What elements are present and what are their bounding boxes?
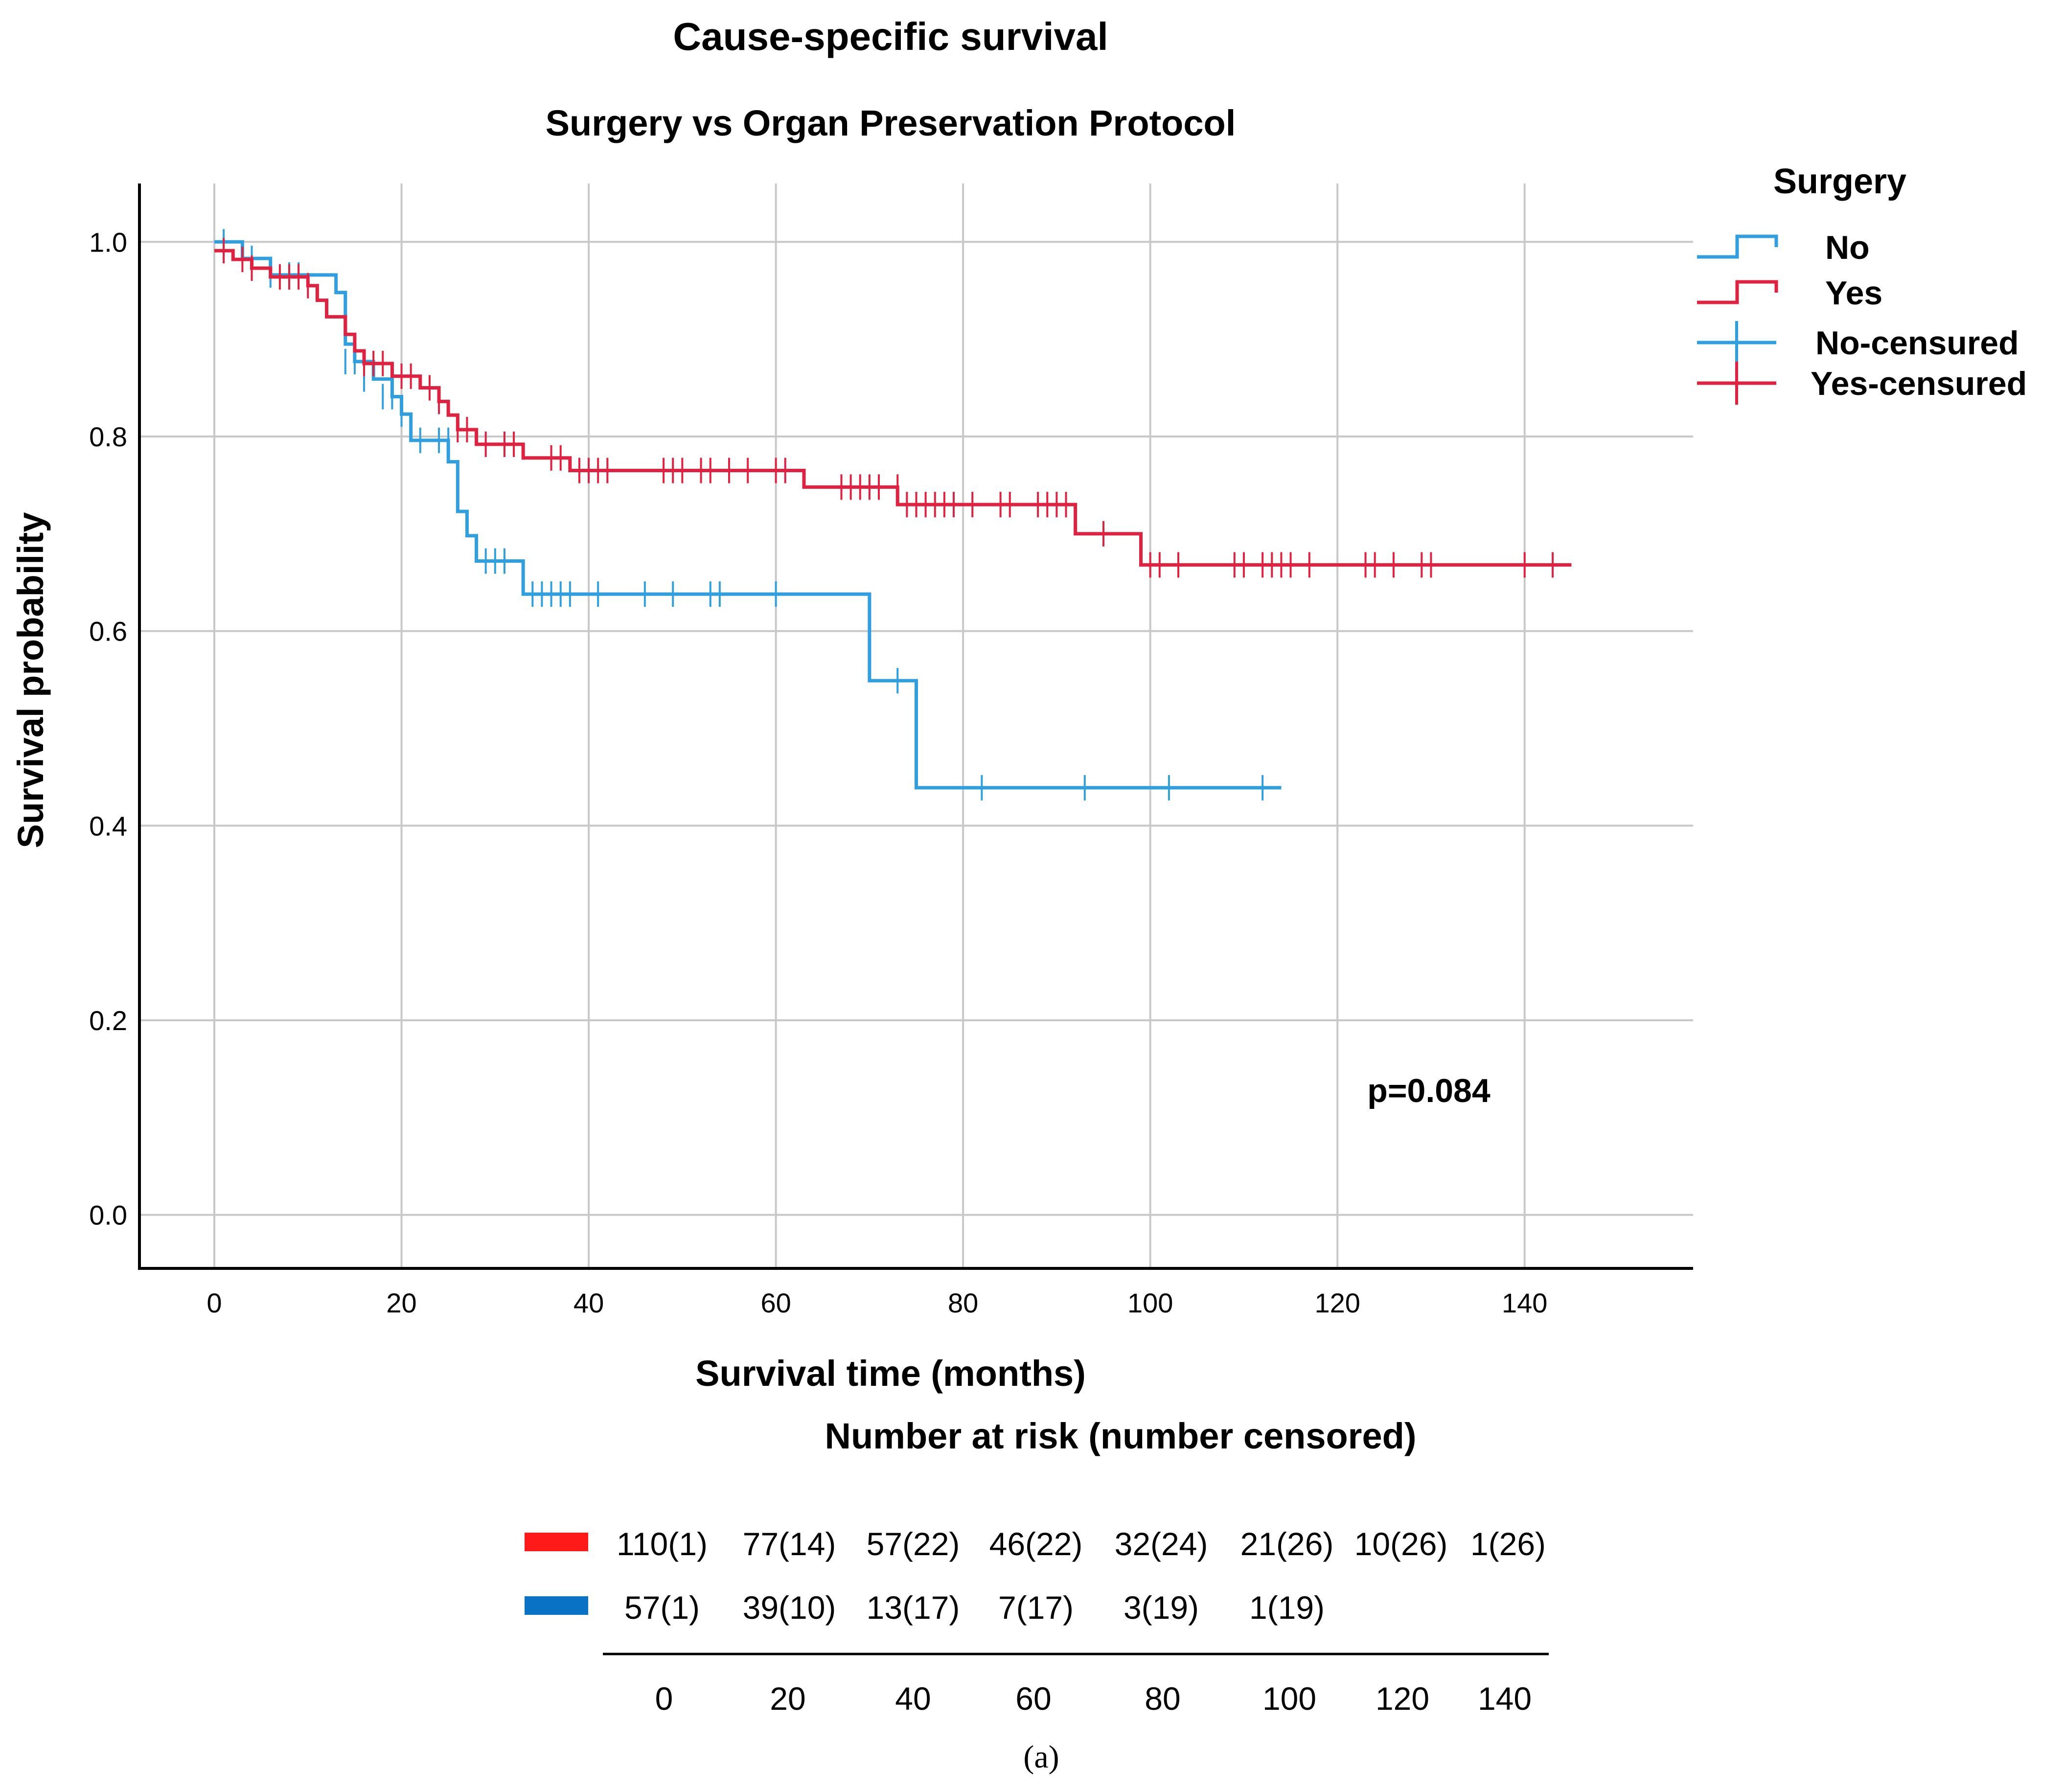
x-tick-label-80: 80 xyxy=(948,1287,978,1318)
risk-time-label: 0 xyxy=(655,1680,673,1717)
legend-entry-yes-swatch xyxy=(1697,280,1778,304)
x-axis-title: Survival time (months) xyxy=(695,1353,1086,1394)
x-tick-label-0: 0 xyxy=(206,1287,222,1318)
risk-cell-yes: 46(22) xyxy=(989,1526,1083,1562)
risk-cell-no: 3(19) xyxy=(1124,1589,1199,1626)
risk-cell-yes: 110(1) xyxy=(617,1526,708,1562)
risk-cell-yes: 32(24) xyxy=(1115,1526,1208,1562)
risk-time-label: 100 xyxy=(1262,1680,1316,1717)
risk-table-title: Number at risk (number censored) xyxy=(825,1416,1417,1456)
risk-cell-yes: 57(22) xyxy=(867,1526,960,1562)
risk-swatch-yes xyxy=(525,1533,588,1551)
risk-time-label: 60 xyxy=(1015,1680,1051,1717)
risk-cell-no: 1(19) xyxy=(1249,1589,1325,1626)
y-tick-label-0.8: 0.8 xyxy=(89,421,127,452)
risk-time-label: 20 xyxy=(770,1680,805,1717)
risk-cell-no: 57(1) xyxy=(624,1589,700,1626)
x-tick-label-100: 100 xyxy=(1127,1287,1173,1318)
risk-table: Number at risk (number censored) 110(1) 7… xyxy=(525,1416,1549,1717)
x-ticks: 0 20 40 60 80 100 120 140 xyxy=(206,1287,1547,1318)
risk-cell-yes: 10(26) xyxy=(1354,1526,1448,1562)
y-tick-label-0.0: 0.0 xyxy=(89,1200,127,1231)
y-tick-label-0.4: 0.4 xyxy=(89,810,127,841)
series-layer xyxy=(214,229,1572,801)
risk-cell-yes: 1(26) xyxy=(1470,1526,1546,1562)
legend-entry-no-label: No xyxy=(1825,229,1870,266)
y-ticks: 0.0 0.2 0.4 0.6 0.8 1.0 xyxy=(89,227,127,1230)
chart-title: Cause-specific survival xyxy=(673,15,1108,58)
risk-swatch-no xyxy=(525,1596,588,1615)
legend-entry-yes-label: Yes xyxy=(1825,275,1882,312)
risk-cell-no: 39(10) xyxy=(743,1589,836,1626)
plot-axes xyxy=(138,184,1693,1270)
chart-subtitle: Surgery vs Organ Preservation Protocol xyxy=(546,103,1236,143)
y-tick-label-1.0: 1.0 xyxy=(89,227,127,257)
figure-caption: (a) xyxy=(1023,1739,1059,1775)
x-tick-label-60: 60 xyxy=(760,1287,791,1318)
legend-entry-yes-censured-label: Yes-censured xyxy=(1811,365,2027,402)
legend-entry-no-swatch xyxy=(1697,234,1778,259)
risk-time-label: 120 xyxy=(1376,1680,1429,1717)
risk-time-label: 140 xyxy=(1478,1680,1532,1717)
series-yes xyxy=(214,238,1572,578)
km-curve-yes xyxy=(214,249,1572,567)
x-tick-label-140: 140 xyxy=(1502,1287,1547,1318)
risk-cell-yes: 21(26) xyxy=(1240,1526,1334,1562)
legend-entry-no-censured-label: No-censured xyxy=(1815,324,2019,362)
series-no xyxy=(214,229,1282,801)
km-curve-no xyxy=(214,240,1282,790)
risk-cell-no: 7(17) xyxy=(998,1589,1074,1626)
risk-time-label: 80 xyxy=(1145,1680,1180,1717)
risk-cell-no: 13(17) xyxy=(867,1589,960,1626)
risk-cell-yes: 77(14) xyxy=(743,1526,836,1562)
plot-grid xyxy=(139,184,1693,1268)
p-value-annotation: p=0.084 xyxy=(1367,1072,1491,1109)
x-tick-label-40: 40 xyxy=(573,1287,604,1318)
y-tick-label-0.6: 0.6 xyxy=(89,616,127,647)
y-tick-label-0.2: 0.2 xyxy=(89,1005,127,1036)
x-tick-label-20: 20 xyxy=(386,1287,416,1318)
y-axis-title: Survival probability xyxy=(10,512,51,849)
legend-title: Surgery xyxy=(1773,162,1906,201)
risk-time-label: 40 xyxy=(895,1680,931,1717)
x-tick-label-120: 120 xyxy=(1314,1287,1360,1318)
